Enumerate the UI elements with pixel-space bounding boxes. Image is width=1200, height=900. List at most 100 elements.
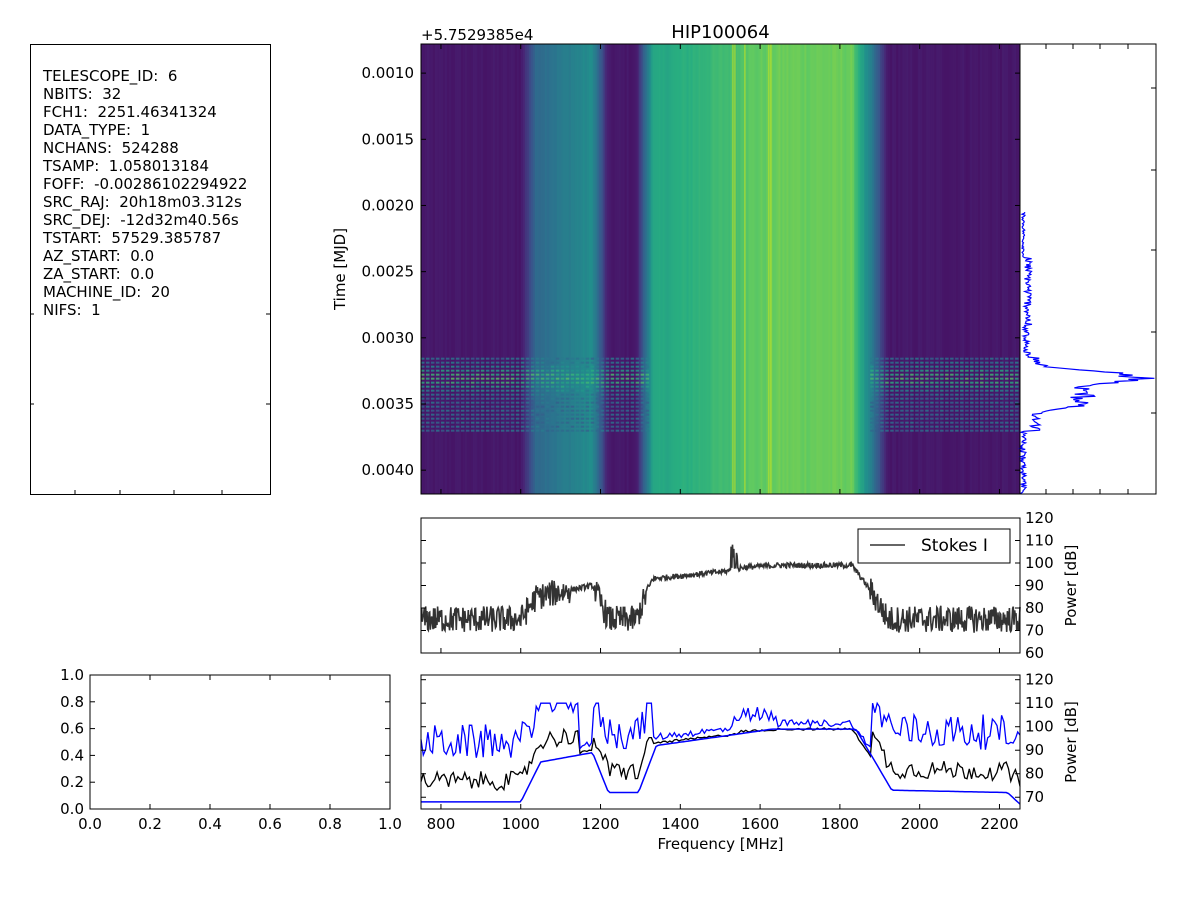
rfi-burst	[510, 385, 515, 388]
rfi-burst	[885, 397, 889, 400]
rfi-burst	[500, 401, 505, 404]
rfi-burst	[460, 429, 465, 432]
waterfall-column	[756, 44, 760, 494]
rfi-burst	[960, 377, 964, 380]
rfi-burst	[490, 385, 495, 388]
rfi-burst	[550, 425, 555, 428]
waterfall-column	[922, 44, 925, 494]
rfi-burst	[955, 417, 959, 420]
waterfall-column	[778, 44, 781, 494]
rfi-burst	[990, 369, 994, 372]
rfi-burst	[445, 405, 450, 408]
rfi-burst	[520, 357, 525, 360]
rfi-burst	[510, 429, 515, 432]
rfi-burst	[600, 429, 605, 432]
rfi-burst	[990, 385, 994, 388]
rfi-burst	[875, 361, 879, 364]
waterfall-column	[706, 44, 710, 494]
rfi-burst	[475, 385, 480, 388]
rfi-burst	[595, 429, 600, 432]
rfi-burst	[440, 393, 445, 396]
rfi-burst	[425, 429, 430, 432]
rfi-burst	[495, 409, 500, 412]
rfi-burst	[530, 393, 535, 396]
y-tick-label: 120	[1025, 671, 1054, 689]
rfi-burst	[605, 373, 610, 376]
waterfall-column	[530, 44, 534, 494]
x-tick-label: 0.8	[318, 815, 342, 833]
rfi-burst	[895, 393, 899, 396]
rfi-burst	[965, 393, 969, 396]
waterfall-column	[842, 44, 845, 494]
rfi-burst	[490, 405, 495, 408]
rfi-burst	[445, 373, 450, 376]
rfi-burst	[625, 421, 630, 424]
rfi-burst	[1000, 369, 1004, 372]
waterfall-column	[476, 44, 480, 494]
waterfall-column	[686, 44, 690, 494]
rfi-burst	[590, 361, 595, 364]
rfi-burst	[555, 417, 560, 420]
waterfall-column	[566, 44, 570, 494]
rfi-burst	[885, 381, 889, 384]
rfi-burst	[425, 413, 430, 416]
waterfall-column	[458, 44, 462, 494]
rfi-burst	[545, 405, 550, 408]
rfi-burst	[905, 385, 909, 388]
rfi-burst	[620, 389, 625, 392]
rfi-burst	[600, 377, 605, 380]
waterfall-column	[936, 44, 939, 494]
rfi-burst	[620, 373, 625, 376]
rfi-burst	[615, 405, 620, 408]
rfi-burst	[430, 385, 435, 388]
rfi-burst	[585, 377, 590, 380]
rfi-burst	[530, 405, 535, 408]
waterfall-column	[976, 44, 979, 494]
waterfall-column	[906, 44, 909, 494]
rfi-burst	[935, 393, 939, 396]
rfi-burst	[535, 389, 540, 392]
rfi-burst	[945, 421, 949, 424]
rfi-burst	[890, 361, 894, 364]
rfi-burst	[645, 429, 650, 432]
rfi-burst	[635, 429, 640, 432]
waterfall-column	[794, 44, 797, 494]
rfi-burst	[570, 361, 575, 364]
rfi-burst	[445, 381, 450, 384]
rfi-burst	[905, 425, 909, 428]
rfi-burst	[930, 381, 934, 384]
waterfall-column	[646, 44, 650, 494]
rfi-burst	[540, 405, 545, 408]
rfi-burst	[460, 413, 465, 416]
rfi-burst	[510, 405, 515, 408]
rfi-burst	[505, 369, 510, 372]
waterfall-column	[512, 44, 516, 494]
rfi-burst	[900, 413, 904, 416]
rfi-burst	[935, 381, 939, 384]
empty-frame	[89, 674, 391, 810]
rfi-burst	[940, 417, 944, 420]
rfi-burst	[640, 425, 645, 428]
rfi-burst	[635, 417, 640, 420]
rfi-burst	[910, 381, 914, 384]
rfi-burst	[570, 401, 575, 404]
rfi-burst	[1010, 369, 1014, 372]
rfi-burst	[590, 381, 595, 384]
rfi-burst	[990, 413, 994, 416]
rfi-burst	[955, 357, 959, 360]
rfi-burst	[930, 389, 934, 392]
rfi-burst	[980, 405, 984, 408]
waterfall-column	[682, 44, 686, 494]
rfi-burst	[555, 397, 560, 400]
waterfall-column	[962, 44, 965, 494]
rfi-burst	[470, 393, 475, 396]
rfi-burst	[910, 409, 914, 412]
rfi-burst	[465, 397, 470, 400]
rfi-burst	[945, 397, 949, 400]
rfi-burst	[955, 365, 959, 368]
rfi-burst	[565, 369, 570, 372]
rfi-burst	[550, 357, 555, 360]
rfi-burst	[965, 401, 969, 404]
rfi-burst	[975, 401, 979, 404]
x-tick-label: 1600	[741, 815, 779, 833]
